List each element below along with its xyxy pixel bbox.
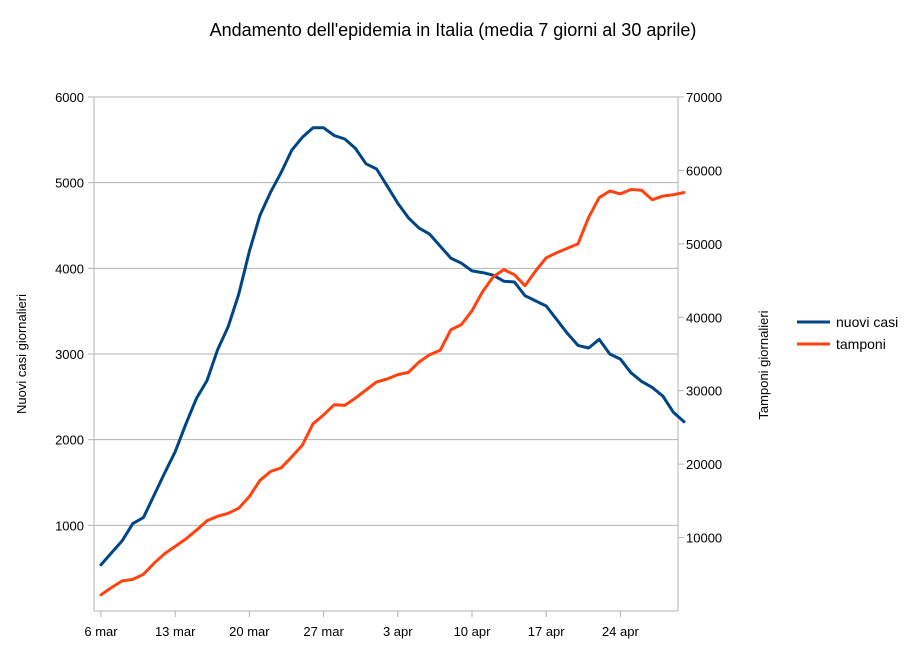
legend-label-nuovi-casi: nuovi casi	[836, 314, 898, 330]
series-lines	[99, 126, 686, 597]
x-tick-label: 10 apr	[454, 624, 492, 639]
x-tick-label: 13 mar	[155, 624, 196, 639]
left-tick-label: 3000	[55, 347, 84, 362]
x-tick-label: 27 mar	[303, 624, 344, 639]
series-line-tamponi	[99, 188, 686, 597]
right-tick-label: 50000	[686, 237, 722, 252]
legend: nuovi casi tamponi	[797, 314, 898, 352]
right-tick-label: 40000	[686, 310, 722, 325]
gridlines	[94, 96, 678, 526]
left-tick-label: 2000	[55, 433, 84, 448]
x-tick-label: 17 apr	[528, 624, 566, 639]
left-tick-label: 6000	[55, 90, 84, 105]
right-tick-label: 10000	[686, 531, 722, 546]
x-tick-label: 20 mar	[229, 624, 270, 639]
right-axis-ticks: 10000 20000 30000 40000 50000 60000 70000	[678, 90, 722, 546]
left-tick-label: 1000	[55, 518, 84, 533]
legend-label-tamponi: tamponi	[836, 336, 886, 352]
left-axis-ticks: 1000 2000 3000 4000 5000 6000	[55, 90, 94, 533]
series-line-nuovi-casi	[99, 126, 686, 567]
x-tick-label: 24 apr	[602, 624, 640, 639]
left-tick-label: 5000	[55, 176, 84, 191]
right-tick-label: 20000	[686, 457, 722, 472]
x-axis-ticks: 6 mar 13 mar 20 mar 27 mar 3 apr 10 apr 17 apr…	[84, 611, 639, 639]
right-tick-label: 60000	[686, 163, 722, 178]
right-tick-label: 70000	[686, 90, 722, 105]
right-axis-title: Tamponi giornalieri	[756, 310, 771, 419]
x-tick-label: 6 mar	[84, 624, 118, 639]
left-axis-title: Nuovi casi giornalieri	[14, 294, 29, 414]
x-tick-label: 3 apr	[383, 624, 413, 639]
right-tick-label: 30000	[686, 384, 722, 399]
chart-title: Andamento dell'epidemia in Italia (media…	[210, 20, 697, 40]
left-tick-label: 4000	[55, 261, 84, 276]
